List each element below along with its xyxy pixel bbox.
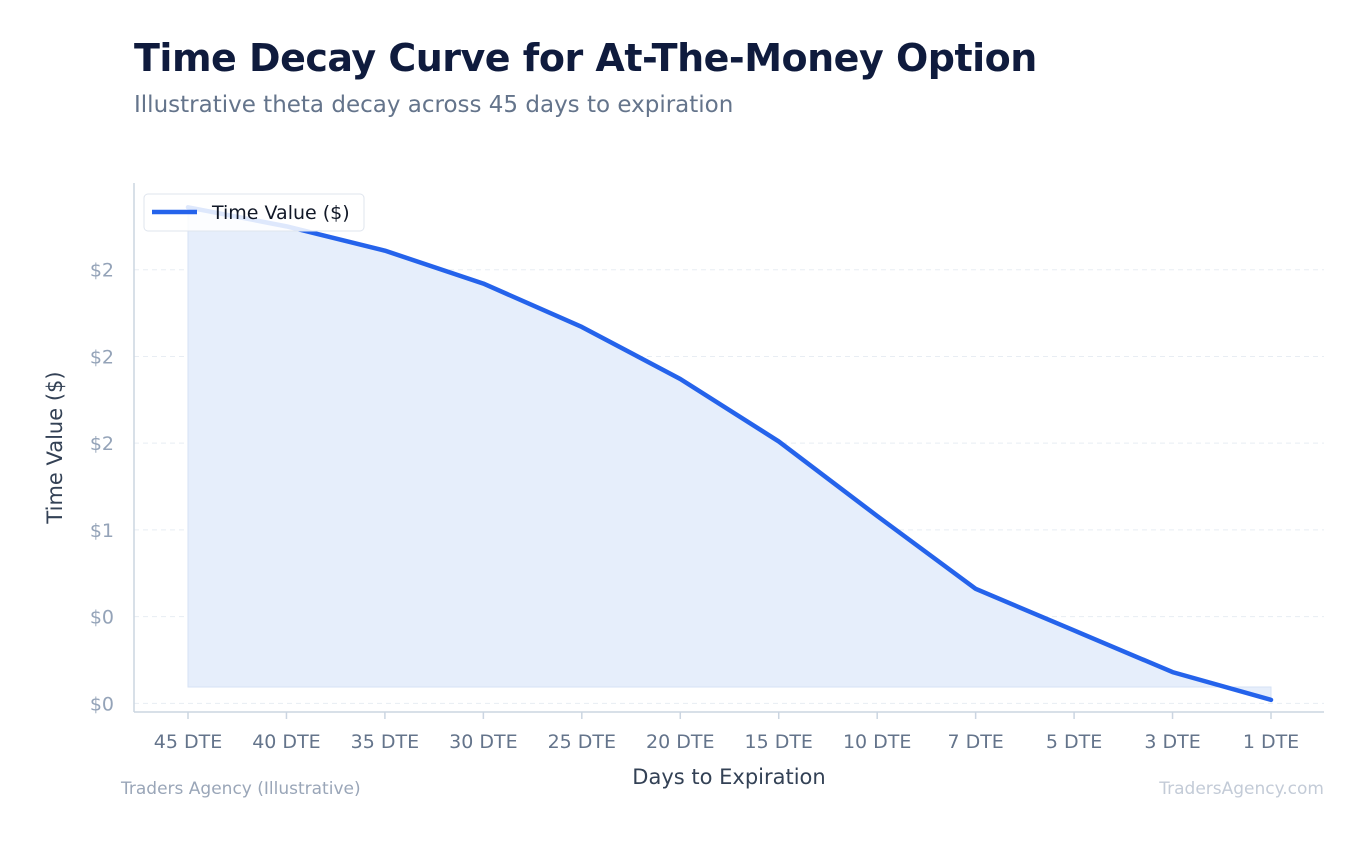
- series-line-time-value: [185, 205, 1274, 703]
- x-tick-label: 5 DTE: [1046, 731, 1102, 753]
- y-tick-label: $2: [90, 260, 114, 282]
- chart-subtitle: Illustrative theta decay across 45 days …: [134, 92, 734, 118]
- chart-title: Time Decay Curve for At-The-Money Option: [134, 36, 1037, 80]
- legend-label: Time Value ($): [211, 202, 350, 224]
- x-tick-label: 30 DTE: [449, 731, 517, 753]
- x-tick-label: 3 DTE: [1144, 731, 1200, 753]
- x-tick-label: 10 DTE: [843, 731, 911, 753]
- legend-box: [143, 193, 365, 232]
- x-tick-label: 7 DTE: [947, 731, 1003, 753]
- y-tick-label: $2: [90, 433, 114, 455]
- y-tick-label: $1: [90, 520, 114, 542]
- x-tick-label: 45 DTE: [154, 731, 222, 753]
- y-tick-label: $0: [90, 607, 114, 629]
- y-tick-label: $2: [90, 346, 114, 368]
- x-tick-label: 1 DTE: [1243, 731, 1299, 753]
- x-tick-label: 40 DTE: [252, 731, 320, 753]
- x-tick-label: 15 DTE: [744, 731, 812, 753]
- y-tick-label: $0: [90, 693, 114, 715]
- x-axis-title: Days to Expiration: [632, 765, 825, 789]
- y-axis-title: Time Value ($): [43, 371, 67, 524]
- x-tick-label: 20 DTE: [646, 731, 714, 753]
- watermark: TradersAgency.com: [1159, 779, 1324, 799]
- source-note: Traders Agency (Illustrative): [121, 779, 361, 799]
- x-tick-label: 35 DTE: [351, 731, 419, 753]
- area-fill: [187, 206, 1272, 701]
- x-tick-label: 25 DTE: [548, 731, 616, 753]
